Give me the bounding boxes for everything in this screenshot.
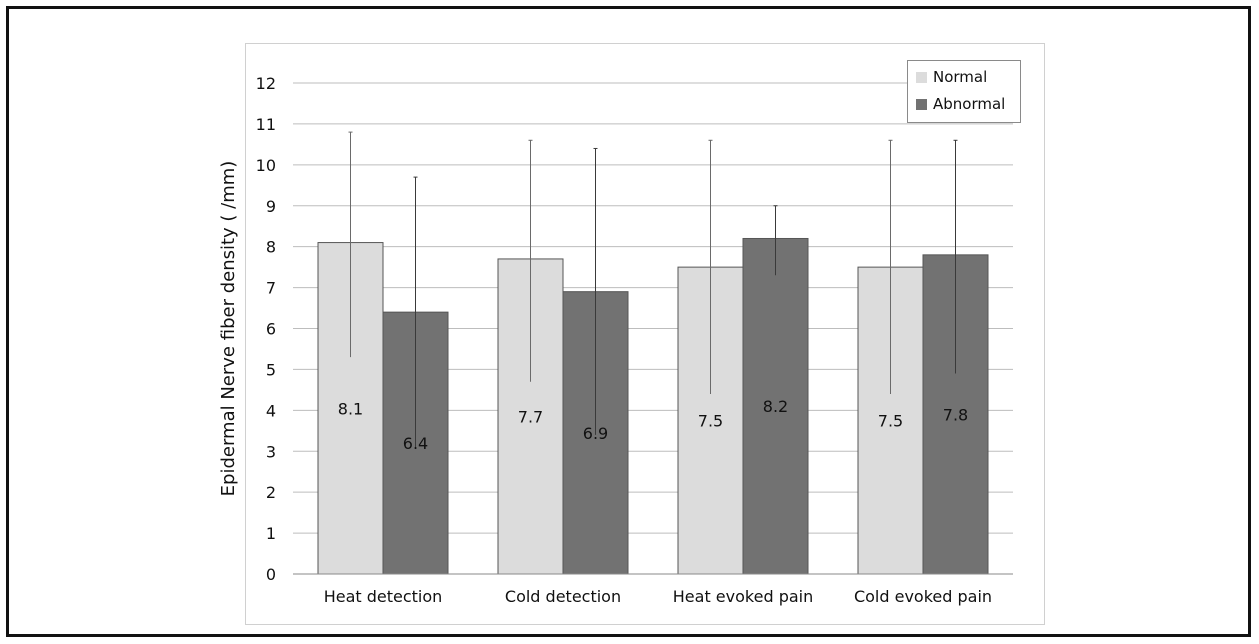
bars bbox=[317, 237, 989, 575]
data-labels: 8.1 6.4 7.7 6.9 7.5 8.2 7.5 7.8 bbox=[338, 397, 968, 453]
data-label: 7.7 bbox=[518, 407, 543, 426]
figure-frame bbox=[6, 6, 1251, 637]
data-label: 7.5 bbox=[878, 412, 903, 431]
y-tick-label: 3 bbox=[266, 442, 276, 461]
legend-label-normal: Normal bbox=[933, 68, 988, 86]
data-label: 7.8 bbox=[943, 405, 968, 424]
x-tick-label: Heat evoked pain bbox=[673, 587, 813, 606]
legend: Normal Abnormal bbox=[907, 60, 1021, 123]
y-tick-label: 8 bbox=[266, 238, 276, 257]
bar-abnormal-3 bbox=[742, 237, 809, 575]
y-tick-label: 7 bbox=[266, 279, 276, 298]
y-tick-label: 10 bbox=[256, 156, 276, 175]
y-tick-label: 4 bbox=[266, 401, 276, 420]
y-tick-label: 6 bbox=[266, 320, 276, 339]
x-tick-label: Cold evoked pain bbox=[854, 587, 992, 606]
data-label: 6.9 bbox=[583, 424, 608, 443]
y-tick-label: 5 bbox=[266, 360, 276, 379]
data-label: 6.4 bbox=[403, 434, 428, 453]
x-axis-ticks: Heat detection Cold detection Heat evoked … bbox=[324, 587, 992, 606]
legend-swatch-normal bbox=[916, 71, 927, 83]
legend-label-abnormal: Abnormal bbox=[933, 95, 1006, 113]
legend-item-abnormal: Abnormal bbox=[916, 95, 1005, 113]
y-tick-label: 9 bbox=[266, 197, 276, 216]
y-axis-label: Epidermal Nerve fiber density ( /mm) bbox=[218, 161, 239, 497]
data-label: 7.5 bbox=[698, 412, 723, 431]
legend-swatch-abnormal bbox=[916, 98, 927, 110]
y-tick-label: 0 bbox=[266, 565, 276, 584]
data-label: 8.2 bbox=[763, 397, 788, 416]
x-tick-label: Cold detection bbox=[505, 587, 621, 606]
y-tick-label: 1 bbox=[266, 524, 276, 543]
y-tick-label: 12 bbox=[256, 74, 276, 93]
legend-item-normal: Normal bbox=[916, 68, 987, 86]
y-tick-label: 11 bbox=[256, 115, 276, 134]
error-bars bbox=[348, 131, 958, 448]
y-tick-label: 2 bbox=[266, 483, 276, 502]
x-tick-label: Heat detection bbox=[324, 587, 443, 606]
data-label: 8.1 bbox=[338, 399, 363, 418]
